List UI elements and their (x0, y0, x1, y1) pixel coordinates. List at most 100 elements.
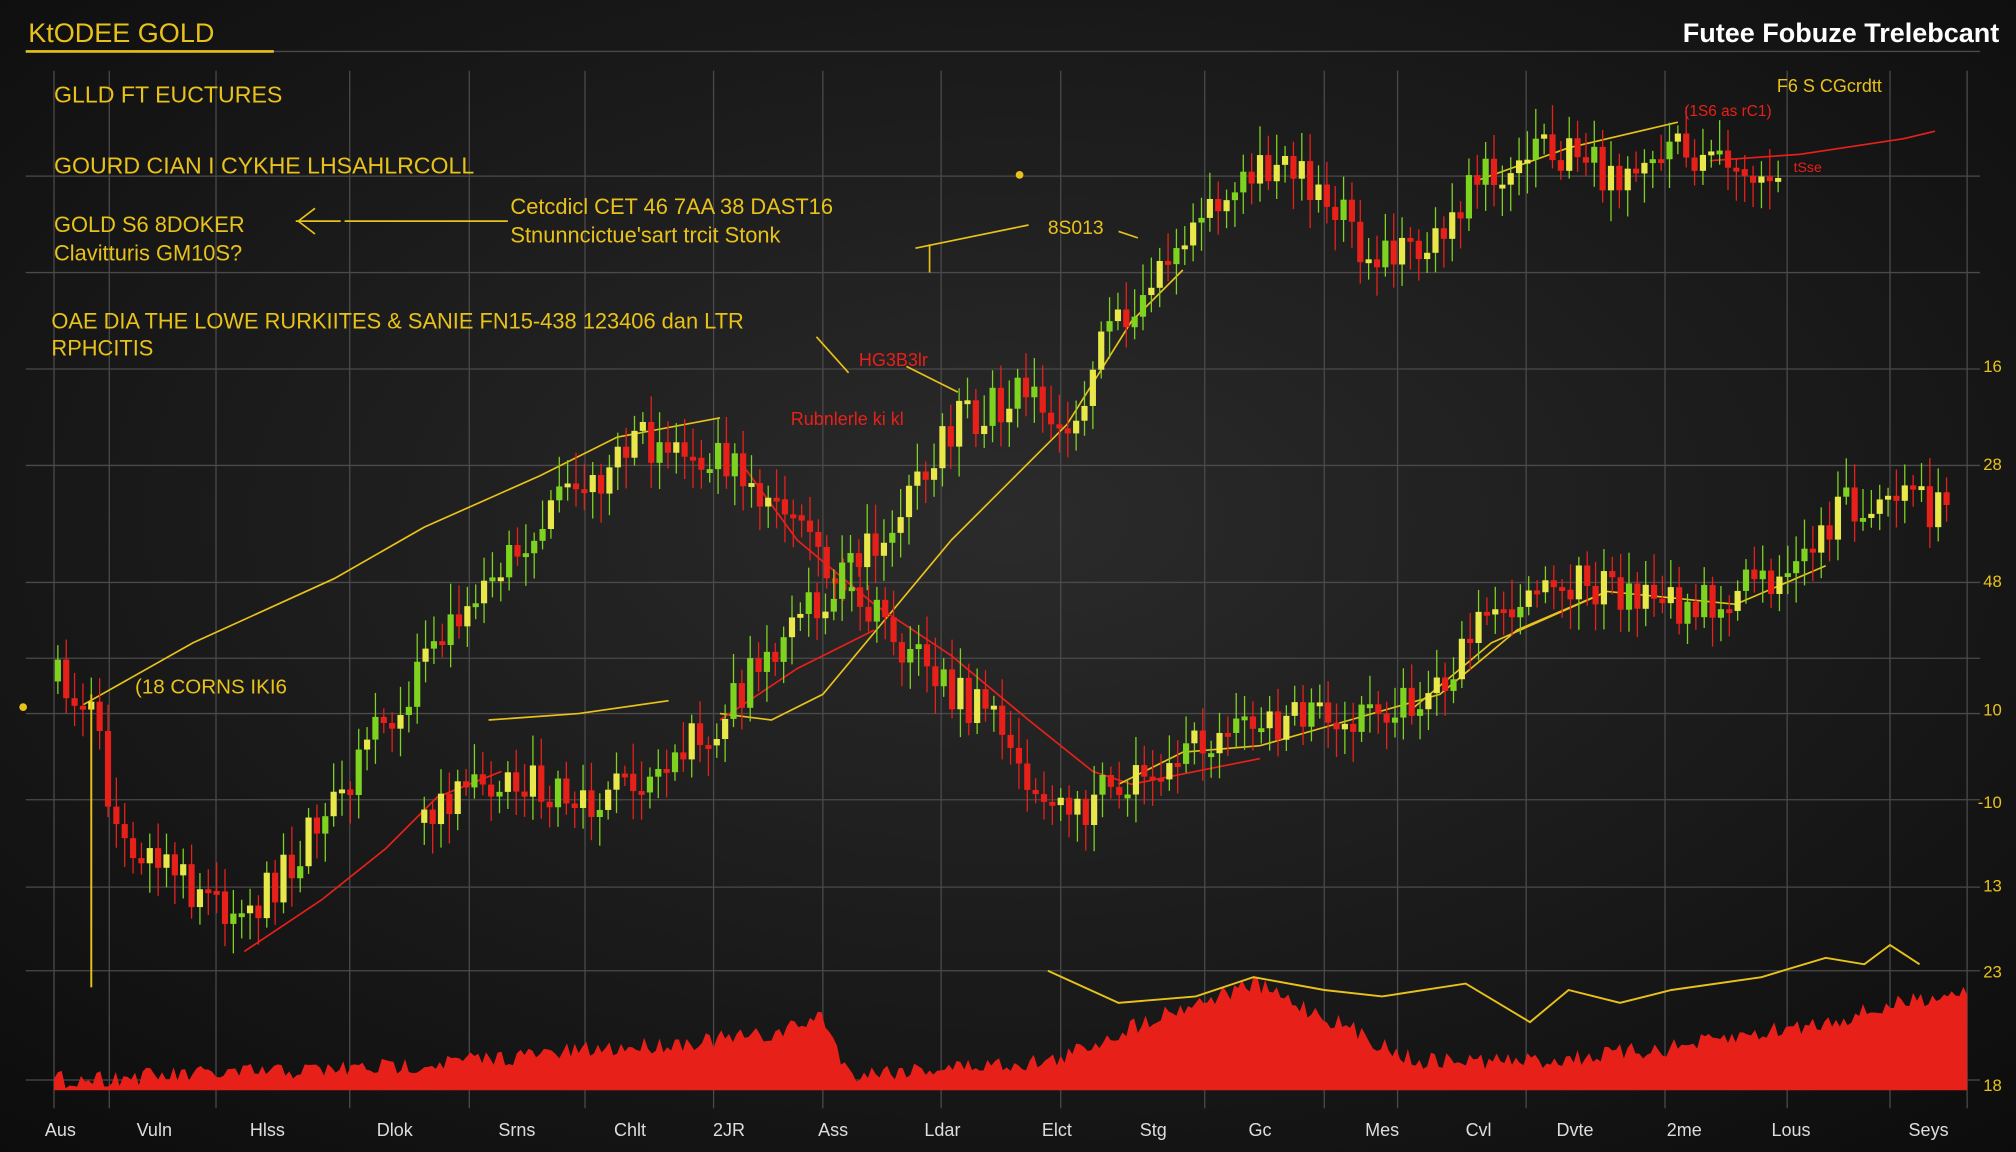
candle (965, 677, 972, 723)
axis-label: Cvl (1466, 1120, 1492, 1140)
candle (1499, 184, 1506, 189)
candle (664, 442, 672, 453)
axis-label: 23 (1983, 963, 2002, 982)
candle (572, 483, 580, 490)
candle (1149, 776, 1156, 781)
candle (915, 644, 922, 650)
axis-label: Dvte (1556, 1120, 1593, 1140)
brand: Futee Fobuze Trelebcant (1683, 18, 2000, 48)
candle (1440, 228, 1447, 239)
candle (730, 683, 737, 719)
candle (813, 592, 821, 619)
candle (1500, 609, 1507, 614)
candle (947, 426, 954, 447)
candle (747, 658, 754, 708)
candle (1776, 576, 1783, 594)
candle (539, 528, 546, 541)
candle (889, 532, 896, 543)
candle (1348, 199, 1356, 222)
candle (639, 421, 646, 431)
candle (1106, 321, 1113, 332)
candle (554, 778, 562, 808)
trend-line (719, 629, 875, 721)
candle (230, 913, 237, 924)
candle (1741, 169, 1748, 176)
candle (255, 905, 262, 919)
candle (421, 809, 428, 823)
candle (138, 858, 145, 864)
candle (1666, 141, 1673, 160)
candle (1382, 240, 1389, 268)
candle (1091, 794, 1098, 826)
candle (823, 546, 830, 579)
candle (765, 497, 772, 507)
candle (405, 706, 412, 716)
candle (655, 768, 662, 777)
candle (1674, 133, 1681, 142)
candle (914, 471, 921, 486)
candle (1173, 248, 1180, 265)
axis-label: 2me (1667, 1120, 1702, 1140)
candle (1749, 175, 1757, 183)
candle (1298, 161, 1305, 179)
candle (1216, 732, 1223, 754)
candle (1458, 638, 1465, 680)
candle (872, 533, 879, 556)
candle (848, 587, 855, 592)
candle (1139, 295, 1147, 317)
candle (506, 545, 513, 578)
candle (521, 791, 528, 797)
candle (1492, 609, 1499, 615)
candle (1876, 499, 1883, 514)
candle (121, 824, 128, 839)
candle (1634, 583, 1641, 609)
arrow (815, 336, 850, 374)
candle (1859, 517, 1867, 522)
candle (806, 520, 814, 532)
candle (882, 599, 889, 618)
axis-label: 28 (1983, 455, 2002, 474)
candle (1400, 687, 1407, 718)
candle (322, 816, 329, 834)
candle (680, 752, 687, 760)
volume-line (1047, 943, 1921, 1024)
candle (1943, 492, 1950, 505)
candle (589, 475, 596, 493)
candle (880, 542, 888, 556)
candle (1541, 134, 1548, 139)
candle (446, 793, 453, 814)
candle (638, 791, 645, 795)
candle (1592, 585, 1599, 605)
candle (1148, 287, 1155, 296)
candle (1164, 260, 1172, 265)
candle (999, 705, 1006, 735)
candle (1517, 606, 1524, 618)
candle (631, 430, 638, 458)
candle (1474, 175, 1481, 185)
candle (623, 446, 630, 458)
candle (1935, 492, 1942, 528)
candle (1751, 569, 1758, 580)
banner2: RPHCITIS (51, 335, 153, 360)
candle (930, 468, 938, 480)
candle (1416, 709, 1424, 716)
candle (1425, 693, 1432, 710)
candle (630, 773, 637, 792)
candle (1114, 309, 1122, 322)
candle (1699, 154, 1707, 171)
candle (790, 514, 797, 519)
candle (830, 598, 837, 612)
candle (1582, 157, 1590, 163)
candle (1843, 487, 1850, 497)
candle (1834, 496, 1842, 540)
axis-label: 10 (1983, 700, 2002, 719)
arrow (915, 224, 1029, 249)
candle (462, 781, 470, 788)
axis-label: 13 (1983, 877, 2002, 896)
candle (1174, 763, 1181, 767)
candle (1231, 192, 1239, 201)
candle (907, 649, 914, 663)
candle (1256, 155, 1264, 184)
candle (522, 553, 529, 558)
